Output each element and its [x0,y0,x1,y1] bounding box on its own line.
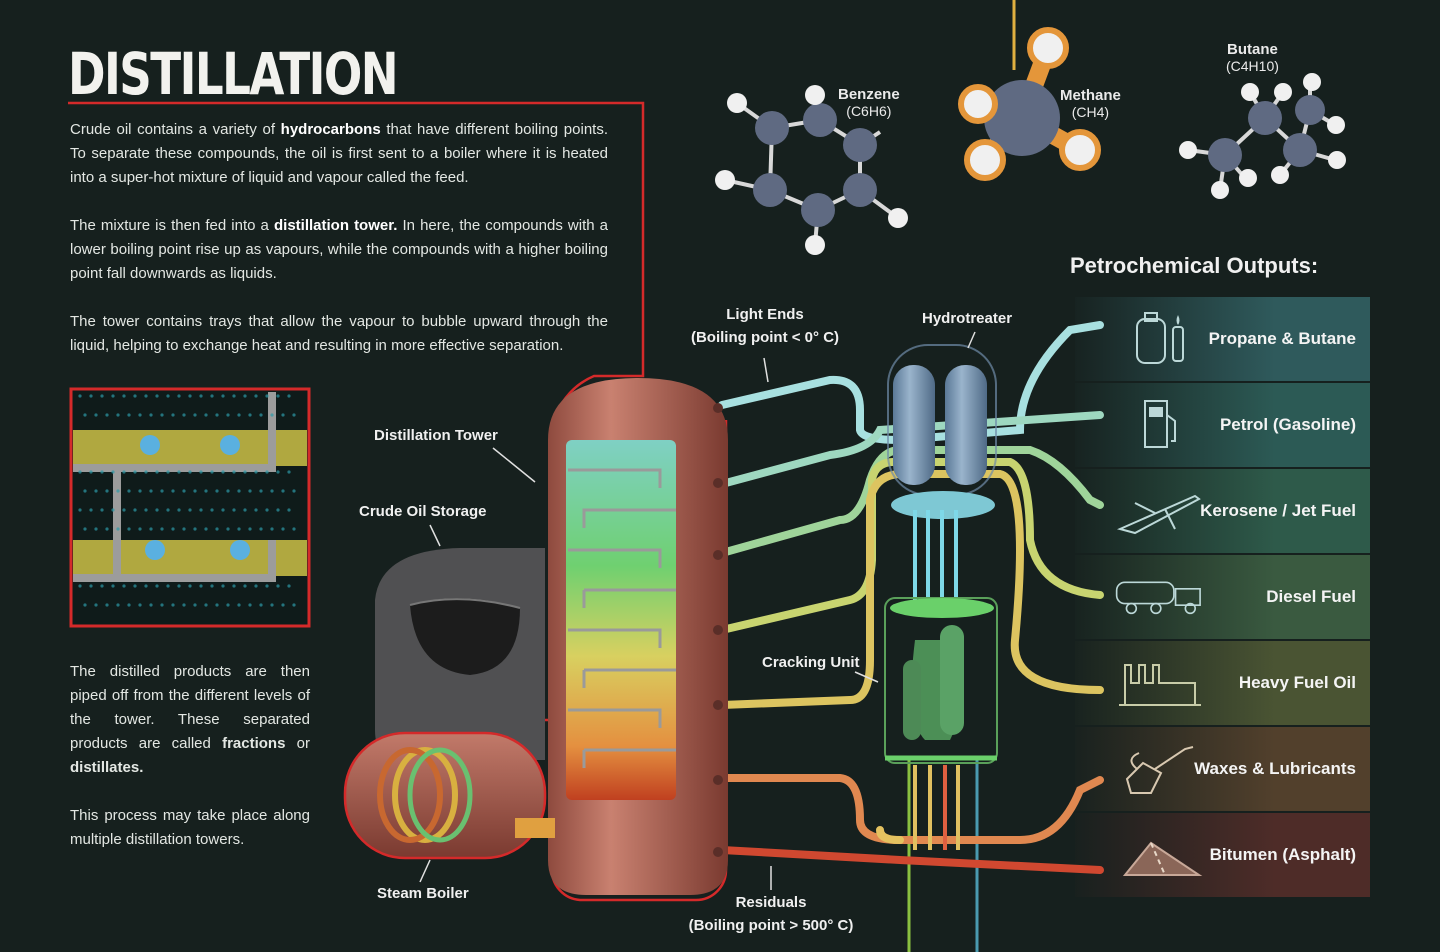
output-label: Bitumen (Asphalt) [1209,845,1356,864]
light-ends-label: Light Ends (Boiling point < 0° C) [690,306,840,346]
oil-can-icon [1125,746,1194,794]
crude-oil-storage-label: Crude Oil Storage [359,503,487,520]
output-label: Petrol (Gasoline) [1219,415,1356,434]
page-title: DISTILLATION [68,40,399,108]
tanker-truck-icon [1115,581,1201,615]
cracking-unit-label: Cracking Unit [762,654,860,671]
distillation-tower [548,378,728,895]
product-pipes [718,321,1104,874]
steam-boiler-label: Steam Boiler [377,885,469,902]
outputs-title: Petrochemical Outputs: [1070,253,1319,278]
output-label: Waxes & Lubricants [1194,759,1356,778]
hydrotreater-label: Hydrotreater [922,310,1013,327]
output-petrol: Petrol (Gasoline) [1075,383,1370,467]
road-icon [1122,841,1203,876]
output-label: Kerosene / Jet Fuel [1200,501,1356,520]
output-label: Heavy Fuel Oil [1238,673,1356,692]
output-bitumen: Bitumen (Asphalt) [1075,813,1370,897]
airplane-icon [1116,494,1201,535]
output-diesel: Diesel Fuel [1075,555,1370,639]
intro-paragraph: Crude oil contains a variety of hydrocar… [70,121,608,186]
distillation-tower-leader [492,447,536,483]
crude-storage-leader [429,524,441,547]
output-heavy-fuel-oil: Heavy Fuel Oil [1075,641,1370,725]
fuel-pump-icon [1144,400,1176,448]
hydrotreater-leader [967,331,976,349]
gas-canister-lighter-icon [1136,312,1184,364]
residuals-label: Residuals (Boiling point > 500° C) [688,894,854,934]
methane-molecule [958,27,1101,181]
factory-icon [1119,664,1201,706]
tower-paragraph: The mixture is then fed into a distillat… [70,217,609,282]
light-ends-leader [763,357,769,383]
boiler-leader [419,859,431,883]
output-waxes-lubricants: Waxes & Lubricants [1075,727,1370,811]
benzene-molecule [715,85,908,255]
output-kerosene: Kerosene / Jet Fuel [1075,469,1370,553]
butane-label: Butane (C4H10) [1226,41,1279,74]
crude-oil-storage-tank [375,548,545,760]
multiple-towers-paragraph: This process may take place along multip… [70,807,310,848]
output-label: Propane & Butane [1208,329,1356,348]
trays-paragraph: The tower contains trays that allow the … [70,313,608,354]
benzene-label: Benzene (C6H6) [838,86,900,119]
butane-molecule [1179,73,1346,199]
distillation-tower-label: Distillation Tower [374,427,498,444]
cracking-unit [884,597,998,850]
steam-boiler [343,731,555,860]
fractions-paragraph: The distilled products are then piped of… [70,663,310,776]
tray-zoom-inset [69,387,311,628]
cracking-leader [854,671,879,683]
methane-label: Methane (CH4) [1060,87,1121,120]
hydrotreater-unit [887,344,997,600]
output-propane-butane: Propane & Butane [1075,297,1370,381]
output-label: Diesel Fuel [1266,587,1356,606]
